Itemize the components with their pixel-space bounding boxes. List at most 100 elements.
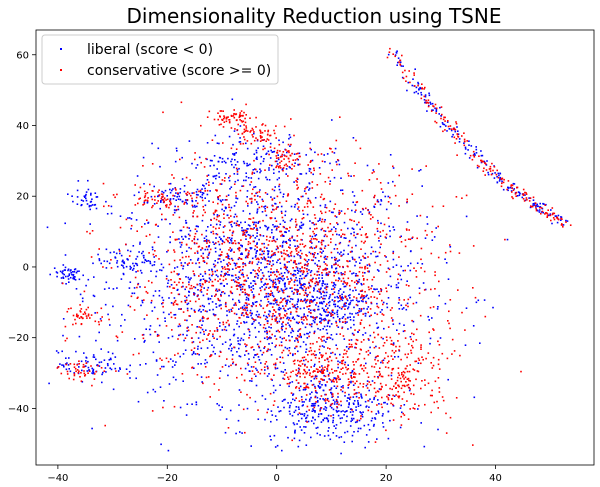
data-point (242, 210, 245, 212)
data-point (63, 365, 65, 368)
data-point (358, 300, 360, 303)
data-point (183, 185, 186, 187)
data-point (371, 401, 373, 403)
data-point (136, 230, 138, 232)
data-point (212, 273, 214, 275)
data-point (182, 200, 184, 203)
data-point (231, 237, 233, 240)
data-point (365, 384, 368, 387)
data-point (378, 251, 381, 254)
data-point (267, 130, 269, 133)
data-point (185, 176, 188, 179)
data-point (55, 350, 58, 352)
data-point (253, 295, 256, 298)
chart-title: Dimensionality Reduction using TSNE (127, 4, 502, 28)
data-point (477, 299, 480, 302)
data-point (223, 266, 226, 268)
data-point (276, 275, 278, 278)
data-point (354, 342, 357, 345)
data-point (428, 94, 431, 97)
data-point (286, 276, 288, 278)
data-point (513, 183, 516, 185)
data-point (223, 116, 226, 119)
data-point (390, 317, 393, 319)
data-point (184, 201, 186, 204)
data-point (219, 322, 221, 324)
data-point (357, 386, 360, 388)
data-point (185, 276, 187, 278)
data-point (294, 273, 297, 276)
data-point (189, 179, 191, 181)
data-point (313, 422, 315, 425)
data-point (179, 188, 182, 190)
data-point (479, 342, 481, 344)
data-point (319, 409, 321, 412)
data-point (273, 434, 276, 437)
data-point (282, 225, 285, 228)
data-point (265, 315, 268, 318)
data-point (343, 305, 345, 308)
data-point (252, 217, 255, 219)
data-point (251, 380, 253, 382)
data-point (96, 311, 99, 314)
data-point (185, 299, 188, 301)
data-point (358, 373, 361, 375)
data-point (312, 173, 314, 176)
data-point (270, 410, 273, 412)
data-point (315, 377, 318, 380)
data-point (520, 370, 522, 373)
data-point (103, 359, 106, 361)
data-point (227, 427, 230, 429)
data-point (494, 172, 496, 174)
data-point (293, 363, 296, 365)
data-point (178, 281, 180, 284)
data-point (303, 258, 306, 261)
data-point (301, 287, 304, 290)
data-point (231, 354, 234, 356)
data-point (238, 271, 241, 273)
data-point (326, 336, 329, 339)
data-point (333, 274, 335, 277)
data-point (286, 250, 288, 252)
data-point (255, 224, 257, 226)
data-point (360, 393, 362, 396)
data-point (212, 182, 214, 184)
data-point (284, 155, 286, 157)
data-point (317, 426, 319, 429)
data-point (411, 236, 414, 239)
data-point (401, 373, 403, 376)
data-point (284, 285, 286, 288)
data-point (306, 264, 308, 266)
data-point (105, 371, 107, 373)
data-point (230, 364, 232, 367)
data-point (298, 278, 301, 280)
data-point (399, 236, 401, 238)
data-point (416, 262, 419, 264)
data-point (112, 288, 115, 290)
data-point (195, 191, 198, 193)
data-point (297, 158, 299, 161)
data-point (187, 276, 190, 279)
data-point (467, 149, 469, 151)
data-point (537, 209, 539, 212)
data-point (238, 225, 240, 227)
data-point (321, 272, 323, 274)
data-point (245, 230, 248, 232)
data-point (194, 286, 197, 289)
data-point (405, 304, 407, 307)
data-point (197, 337, 200, 339)
data-point (208, 181, 210, 184)
data-point (411, 344, 413, 347)
data-point (359, 147, 362, 150)
data-point (206, 293, 208, 295)
data-point (202, 205, 204, 208)
data-point (355, 297, 358, 299)
data-point (159, 357, 161, 360)
data-point (276, 206, 278, 209)
data-point (321, 345, 324, 347)
data-point (315, 316, 318, 319)
data-point (288, 324, 291, 326)
data-point (208, 245, 210, 247)
data-point (339, 361, 341, 364)
data-point (244, 221, 246, 223)
